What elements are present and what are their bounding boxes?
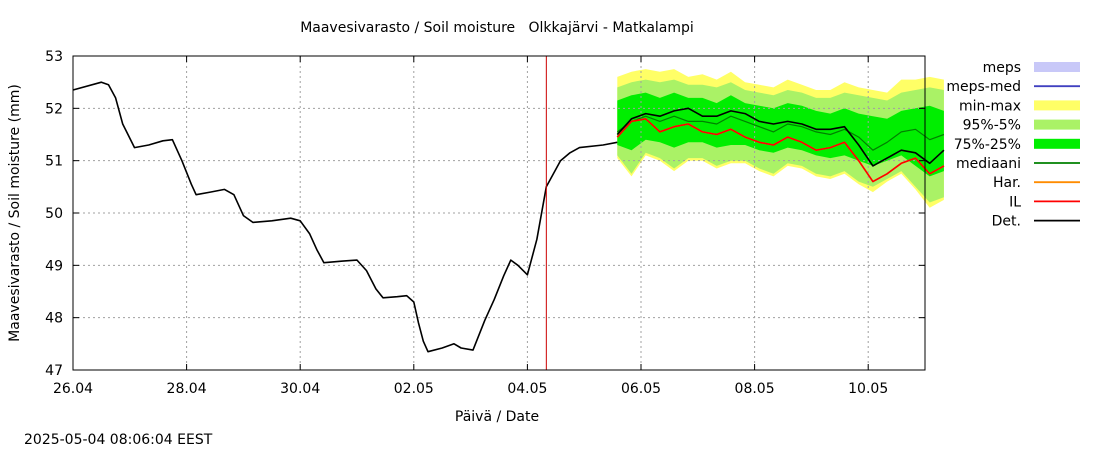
y-tick-label: 47	[45, 363, 63, 379]
series-mediaani	[616, 115, 945, 151]
series-il	[616, 118, 945, 183]
x-tick-label: 10.05	[848, 381, 888, 397]
series-observed	[72, 81, 618, 353]
x-tick-label: 26.04	[53, 381, 93, 397]
x-tick-label: 06.05	[621, 381, 661, 397]
legend-label: 75%-25%	[954, 137, 1021, 153]
legend-swatch	[1034, 100, 1080, 111]
legend: meps meps-med min-max 95%-5% 75%-25% mediaani…	[946, 60, 1080, 230]
legend-label: meps	[983, 60, 1021, 76]
legend-swatch	[1034, 62, 1080, 72]
y-tick-label: 52	[45, 101, 63, 117]
legend-label: Har.	[993, 175, 1021, 191]
legend-label: Det.	[992, 214, 1021, 230]
x-tick-label: 30.04	[280, 381, 320, 397]
y-tick-label: 49	[45, 258, 63, 274]
legend-label: meps-med	[946, 79, 1021, 95]
chart-title: Maavesivarasto / Soil moisture Olkkajärv…	[300, 20, 694, 36]
x-axis-label: Päivä / Date	[455, 409, 539, 425]
y-tick-label: 48	[45, 311, 63, 327]
x-tick-label: 02.05	[394, 381, 434, 397]
y-axis-label: Maavesivarasto / Soil moisture (mm)	[7, 84, 23, 342]
legend-swatch	[1034, 138, 1080, 149]
legend-label: min-max	[959, 98, 1021, 114]
legend-swatch	[1034, 119, 1080, 130]
x-tick-label: 04.05	[507, 381, 547, 397]
axis-ticks: 47 48 49 50 51 52 53 26.04 28.04 30.04 02.05 04.05 0…	[45, 49, 925, 397]
y-tick-label: 51	[45, 154, 63, 170]
legend-label: IL	[1009, 194, 1021, 210]
legend-label: 95%-5%	[963, 118, 1021, 134]
y-tick-label: 50	[45, 206, 63, 222]
series-lines	[72, 81, 945, 353]
forecast-bands	[617, 69, 944, 208]
legend-label: mediaani	[956, 156, 1021, 172]
x-tick-label: 08.05	[735, 381, 775, 397]
series-det-	[616, 107, 945, 167]
x-tick-label: 28.04	[167, 381, 207, 397]
timestamp: 2025-05-04 08:06:04 EEST	[24, 432, 213, 448]
grid	[73, 56, 925, 370]
y-tick-label: 53	[45, 49, 63, 65]
